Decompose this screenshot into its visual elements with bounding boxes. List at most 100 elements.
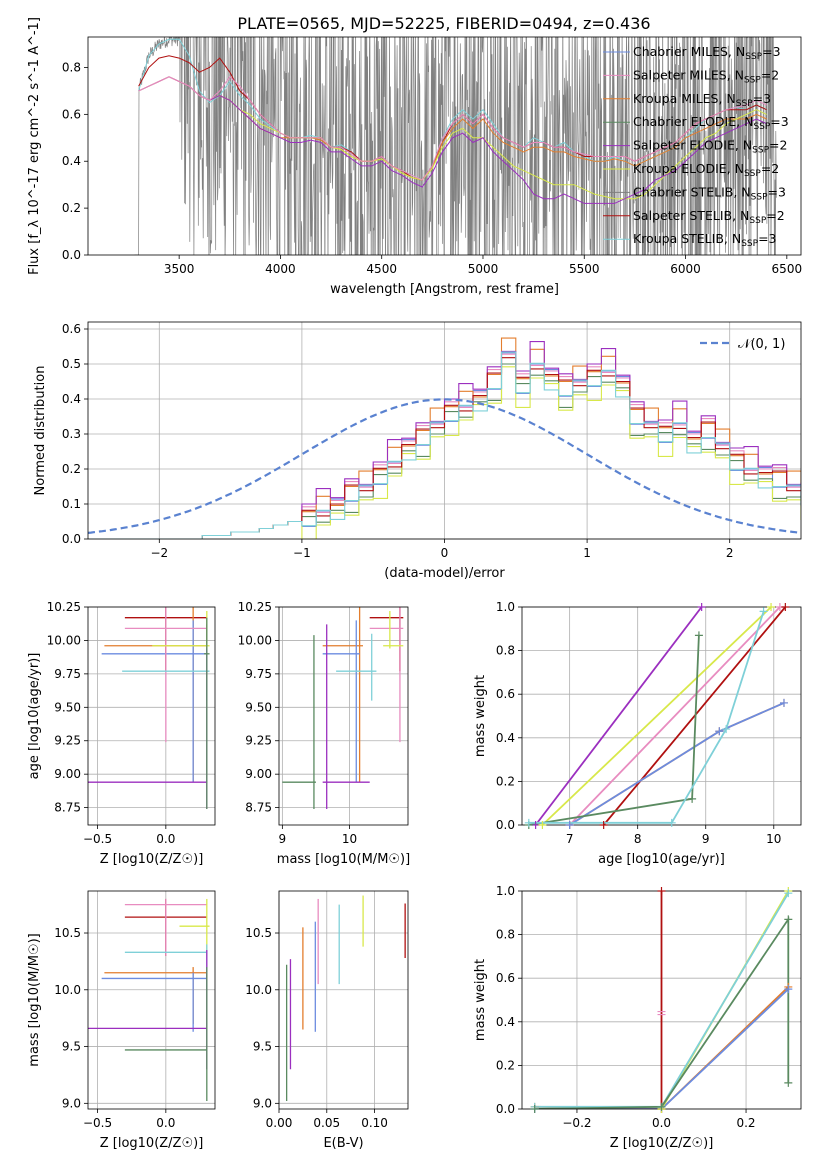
- y-tick-label: 8.75: [245, 801, 272, 815]
- y-tick-label: 1.0: [496, 884, 515, 898]
- plus-marker: [779, 698, 788, 707]
- x-axis-label: wavelength [Angstrom, rest frame]: [330, 282, 559, 297]
- legend-entry: Kroupa STELIB, NSSP=3: [633, 231, 777, 249]
- spectrum-panel: 3500 4000 4500 5000 5500 6000 6500 0.0 0.2 0.4 0.6…: [27, 17, 803, 297]
- spectrum-frame: [87, 36, 802, 256]
- y-tick-label: 0.0: [62, 532, 81, 546]
- mass-weight-line: [541, 607, 772, 825]
- x-tick-label: 5500: [569, 262, 600, 276]
- x-tick-label: 0.0: [156, 832, 175, 846]
- x-tick-label: 0: [441, 546, 449, 560]
- x-tick-label: −0.2: [562, 1116, 591, 1130]
- mass-vs-z-plot-area: [88, 898, 210, 1102]
- y-tick-label: 10.25: [47, 600, 81, 614]
- mass-weight-line: [534, 607, 703, 825]
- x-tick-label: −1: [293, 546, 311, 560]
- y-tick-label: 0.4: [62, 392, 81, 406]
- model-spectrum-line: [138, 76, 767, 204]
- y-tick-label: 10.25: [238, 600, 272, 614]
- y-tick-label: 9.5: [253, 1040, 272, 1054]
- gaussian-reference-line: [88, 398, 801, 534]
- x-tick-label: 2: [726, 546, 734, 560]
- x-tick-label: 0.0: [652, 1116, 671, 1130]
- age-vs-mass-frame: [278, 606, 409, 826]
- y-axis-label: mass [log10(M/M☉)]: [27, 933, 42, 1066]
- x-tick-label: 0.10: [361, 1116, 388, 1130]
- y-tick-label: 0.8: [496, 928, 515, 942]
- residual-hist-panel: −2 −1 0 1 2 0.0 0.1 0.2 0.3 0.4 0.5 0.6 (data-model)…: [33, 321, 802, 581]
- y-tick-label: 10.00: [238, 633, 272, 647]
- residual-hist-plot-area: [88, 337, 801, 539]
- x-tick-label: 9: [279, 832, 287, 846]
- mass-weight-line: [568, 607, 781, 825]
- legend-entry: 𝒩(0, 1): [738, 337, 785, 352]
- y-tick-label: 9.50: [245, 700, 272, 714]
- x-tick-label: −0.5: [83, 832, 112, 846]
- plus-marker: [694, 631, 703, 640]
- mass-vs-ebv-panel: 0.00 0.05 0.10 9.0 9.5 10.0 10.5 E(B-V): [245, 890, 409, 1151]
- plus-marker: [667, 818, 676, 827]
- histogram-step-line: [88, 363, 801, 539]
- y-tick-label: 0.4: [496, 1015, 515, 1029]
- plus-marker: [715, 727, 724, 736]
- plus-marker: [784, 1078, 793, 1087]
- y-tick-label: 0.6: [496, 687, 515, 701]
- y-tick-label: 9.75: [54, 667, 81, 681]
- y-tick-label: 0.6: [496, 971, 515, 985]
- x-tick-label: −2: [150, 546, 168, 560]
- y-tick-label: 0.4: [496, 731, 515, 745]
- mass-weight-vs-age-plot-area: [528, 607, 786, 825]
- mass-vs-ebv-plot-area: [285, 895, 406, 1102]
- y-tick-label: 0.0: [496, 818, 515, 832]
- y-tick-label: 0.6: [62, 107, 81, 121]
- x-tick-label: 0.0: [156, 1116, 175, 1130]
- y-tick-label: 10.0: [54, 983, 81, 997]
- y-tick-label: 0.0: [62, 248, 81, 262]
- y-tick-label: 0.8: [496, 644, 515, 658]
- histogram-step-line: [88, 351, 801, 539]
- x-axis-label: Z [log10(Z/Z☉)]: [610, 1136, 714, 1151]
- plus-marker: [657, 1102, 666, 1111]
- y-tick-label: 9.75: [245, 667, 272, 681]
- y-tick-label: 0.4: [62, 154, 81, 168]
- plus-marker: [784, 889, 793, 898]
- mass-weight-vs-age-frame: [521, 606, 802, 826]
- legend-entry: Kroupa MILES, NSSP=3: [633, 91, 771, 109]
- mass-weight-line: [569, 702, 785, 825]
- age-vs-z-plot-area: [88, 607, 210, 809]
- y-tick-label: 0.2: [496, 1058, 515, 1072]
- model-spectrum-line: [138, 76, 767, 181]
- y-tick-label: 0.6: [62, 322, 81, 336]
- x-tick-label: 0.05: [313, 1116, 340, 1130]
- mass-vs-z-panel: −0.5 0.0 9.0 9.5 10.0 10.5 Z [log10(Z/Z☉)] mass…: [27, 890, 216, 1151]
- figure-title: PLATE=0565, MJD=52225, FIBERID=0494, z=0…: [237, 14, 650, 33]
- y-tick-label: 0.1: [62, 497, 81, 511]
- x-tick-label: 10: [342, 832, 357, 846]
- plus-marker: [524, 818, 533, 827]
- legend-entry: Salpeter STELIB, NSSP=2: [633, 208, 785, 226]
- plus-marker: [657, 887, 666, 895]
- age-vs-z-frame: [87, 606, 216, 826]
- plus-marker: [688, 794, 697, 803]
- chart-panels: 3500 4000 4500 5000 5500 6000 6500 0.0 0.2 0.4 0.6…: [27, 17, 803, 1151]
- y-axis-label: Normed distribution: [33, 366, 48, 496]
- x-tick-label: 3500: [164, 262, 195, 276]
- mass-vs-z-frame: [87, 890, 216, 1110]
- x-tick-label: 6500: [772, 262, 803, 276]
- y-axis-label: age [log10(age/yr)]: [27, 653, 42, 780]
- histogram-step-line: [88, 357, 801, 539]
- mass-weight-line: [528, 611, 765, 824]
- plus-marker: [657, 1010, 666, 1016]
- x-axis-label: (data-model)/error: [384, 566, 505, 581]
- plus-marker: [538, 821, 547, 829]
- y-tick-label: 8.75: [54, 801, 81, 815]
- observed-spectrum-line: [134, 37, 777, 255]
- x-tick-label: 1: [583, 546, 591, 560]
- x-axis-label: mass [log10(M/M☉)]: [277, 852, 410, 867]
- plus-marker: [530, 1105, 539, 1113]
- legend-entry: Salpeter MILES, NSSP=2: [633, 67, 779, 85]
- x-tick-label: 9: [702, 832, 710, 846]
- y-tick-label: 10.0: [245, 983, 272, 997]
- plus-marker: [697, 603, 706, 611]
- y-tick-label: 0.8: [62, 60, 81, 74]
